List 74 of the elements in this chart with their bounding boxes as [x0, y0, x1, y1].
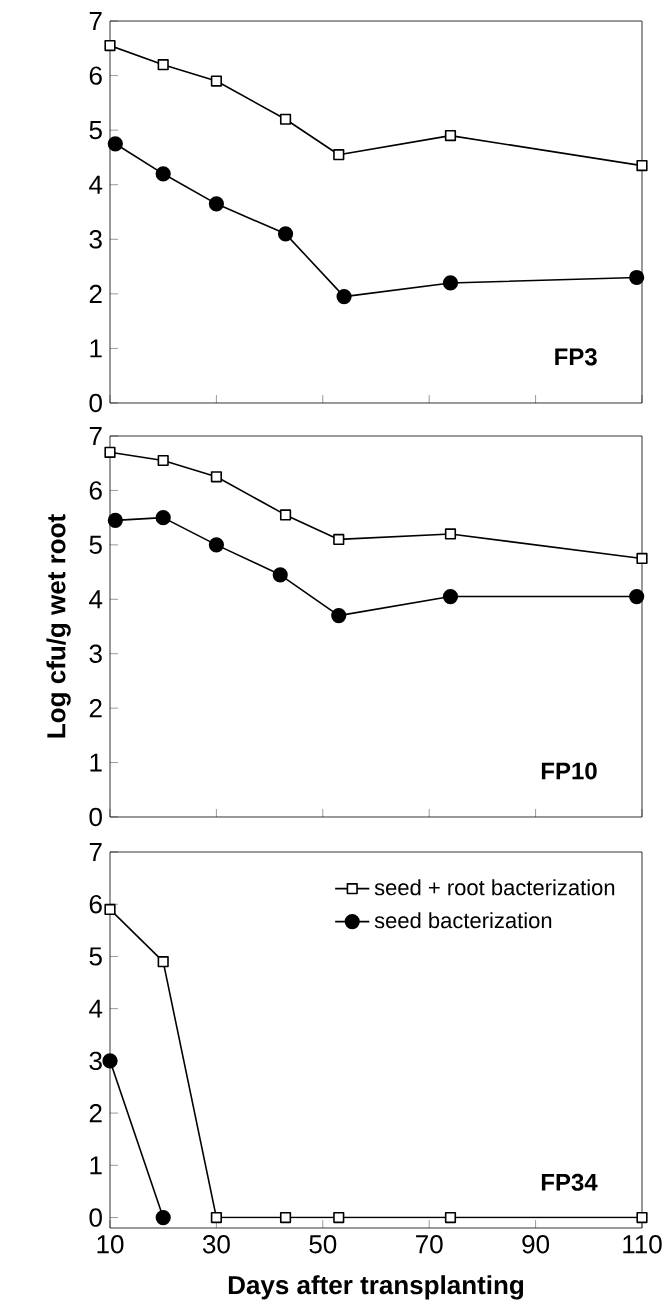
x-tick-label: 30: [202, 1235, 230, 1254]
point: [629, 269, 645, 286]
point: [277, 226, 294, 242]
point: [155, 1209, 171, 1226]
point: [107, 512, 123, 528]
annotation: FP3: [555, 348, 597, 366]
point: [444, 1211, 457, 1224]
x-axis-title: Days after transplanting: [228, 1275, 524, 1300]
point: [333, 1211, 345, 1224]
point: [279, 113, 292, 125]
y-tick-label: 2: [89, 1104, 102, 1123]
point: [444, 130, 457, 142]
point: [157, 454, 169, 467]
point: [442, 588, 459, 605]
y-tick-label: 4: [89, 175, 103, 194]
point: [210, 75, 222, 87]
point: [279, 1211, 292, 1224]
y-tick-label: 1: [90, 1156, 102, 1175]
point: [279, 509, 292, 521]
y-tick-label: 3: [89, 230, 102, 249]
y-tick-label: 7: [89, 12, 102, 30]
y-tick-label: 5: [89, 947, 102, 966]
x-tick-label: 110: [623, 1235, 662, 1254]
point: [157, 956, 169, 968]
y-tick-label: 0: [89, 1208, 102, 1227]
point: [331, 608, 347, 624]
y-tick-label: 2: [89, 699, 102, 718]
x-tick-label: 90: [522, 1235, 550, 1254]
point: [210, 1211, 222, 1224]
x-tick-label: 10: [97, 1235, 124, 1254]
point: [333, 149, 345, 161]
y-tick-label: 5: [89, 535, 102, 554]
point: [636, 1211, 648, 1224]
point: [102, 1053, 118, 1069]
point: [210, 471, 222, 483]
x-tick-label: 70: [416, 1235, 443, 1254]
point: [104, 446, 116, 458]
y-tick-label: 2: [89, 284, 102, 303]
y-tick-label: 1: [90, 753, 102, 772]
point: [155, 510, 171, 526]
point: [104, 903, 116, 916]
y-tick-label: 0: [89, 807, 102, 827]
y-tick-label: 4: [89, 590, 103, 609]
legend-label: seed + root bacterization: [374, 879, 615, 896]
y-tick-label: 7: [89, 427, 102, 445]
point: [636, 552, 648, 565]
point: [104, 39, 116, 52]
y-tick-label: 1: [90, 339, 102, 358]
y-tick-label: 3: [89, 644, 102, 663]
point: [157, 59, 169, 71]
y-tick-label: 6: [89, 66, 102, 85]
point: [629, 588, 645, 605]
y-tick-label: 3: [89, 1051, 102, 1071]
y-axis-title: Log cfu/g wet root: [46, 514, 71, 738]
y-tick-label: 6: [89, 895, 102, 914]
y-tick-label: 4: [89, 999, 103, 1018]
y-tick-label: 5: [89, 121, 102, 140]
point: [636, 160, 648, 172]
point: [208, 537, 224, 553]
legend-label: seed bacterization: [374, 912, 552, 929]
point: [107, 136, 123, 152]
point: [272, 567, 288, 583]
point: [155, 166, 171, 182]
point: [336, 288, 352, 305]
annotation: FP34: [541, 1173, 598, 1191]
point: [444, 528, 457, 540]
annotation: FP10: [541, 762, 597, 780]
point: [333, 533, 345, 546]
point: [208, 196, 224, 212]
y-tick-label: 7: [89, 843, 102, 861]
y-tick-label: 0: [89, 393, 102, 413]
point: [442, 275, 459, 291]
y-tick-label: 6: [89, 481, 102, 500]
x-tick-label: 50: [309, 1235, 337, 1254]
